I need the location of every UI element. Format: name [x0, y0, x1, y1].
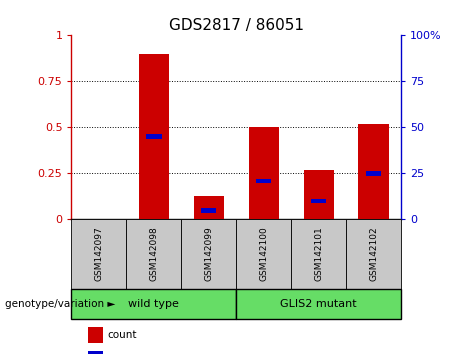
Text: GSM142100: GSM142100	[259, 227, 268, 281]
Title: GDS2817 / 86051: GDS2817 / 86051	[169, 18, 304, 33]
Text: GSM142099: GSM142099	[204, 227, 213, 281]
Bar	[88, 351, 103, 354]
Text: genotype/variation ►: genotype/variation ►	[5, 298, 115, 309]
Bar	[359, 124, 389, 219]
Text: GSM142097: GSM142097	[95, 227, 103, 281]
Bar	[291, 219, 346, 289]
Bar	[303, 170, 334, 219]
Text: GSM142098: GSM142098	[149, 227, 159, 281]
Bar	[256, 178, 272, 183]
Bar	[88, 327, 103, 343]
Bar	[346, 219, 401, 289]
Bar	[201, 208, 217, 212]
Bar	[126, 219, 181, 289]
Bar	[181, 219, 236, 289]
Bar	[236, 289, 401, 319]
Bar	[311, 199, 326, 203]
Bar	[146, 134, 161, 139]
Text: GSM142102: GSM142102	[369, 227, 378, 281]
Text: GSM142101: GSM142101	[314, 227, 323, 281]
Bar	[194, 195, 224, 219]
Bar	[71, 289, 236, 319]
Bar	[248, 127, 279, 219]
Bar	[71, 219, 126, 289]
Bar	[139, 54, 169, 219]
Bar	[236, 219, 291, 289]
Bar	[366, 171, 381, 176]
Text: GLIS2 mutant: GLIS2 mutant	[280, 298, 357, 309]
Text: count: count	[108, 330, 137, 341]
Text: wild type: wild type	[129, 298, 179, 309]
